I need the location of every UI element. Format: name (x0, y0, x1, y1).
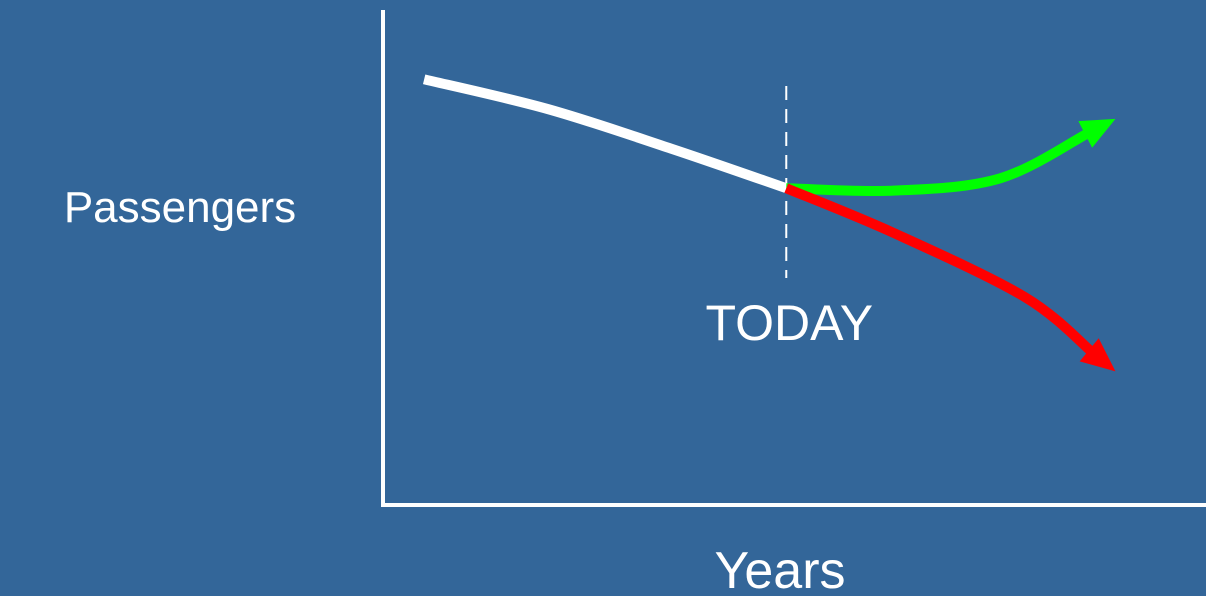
series-arrowhead-1 (1078, 118, 1116, 148)
y-axis-label: Passengers (64, 183, 296, 232)
x-axis-label: Years (714, 542, 845, 596)
series-layer (422, 74, 1116, 372)
series-arrowhead-2 (1079, 338, 1116, 372)
series-line-2 (784, 183, 1096, 357)
today-label: TODAY (705, 295, 873, 351)
series-line-0 (422, 74, 788, 193)
series-line-1 (786, 128, 1092, 197)
